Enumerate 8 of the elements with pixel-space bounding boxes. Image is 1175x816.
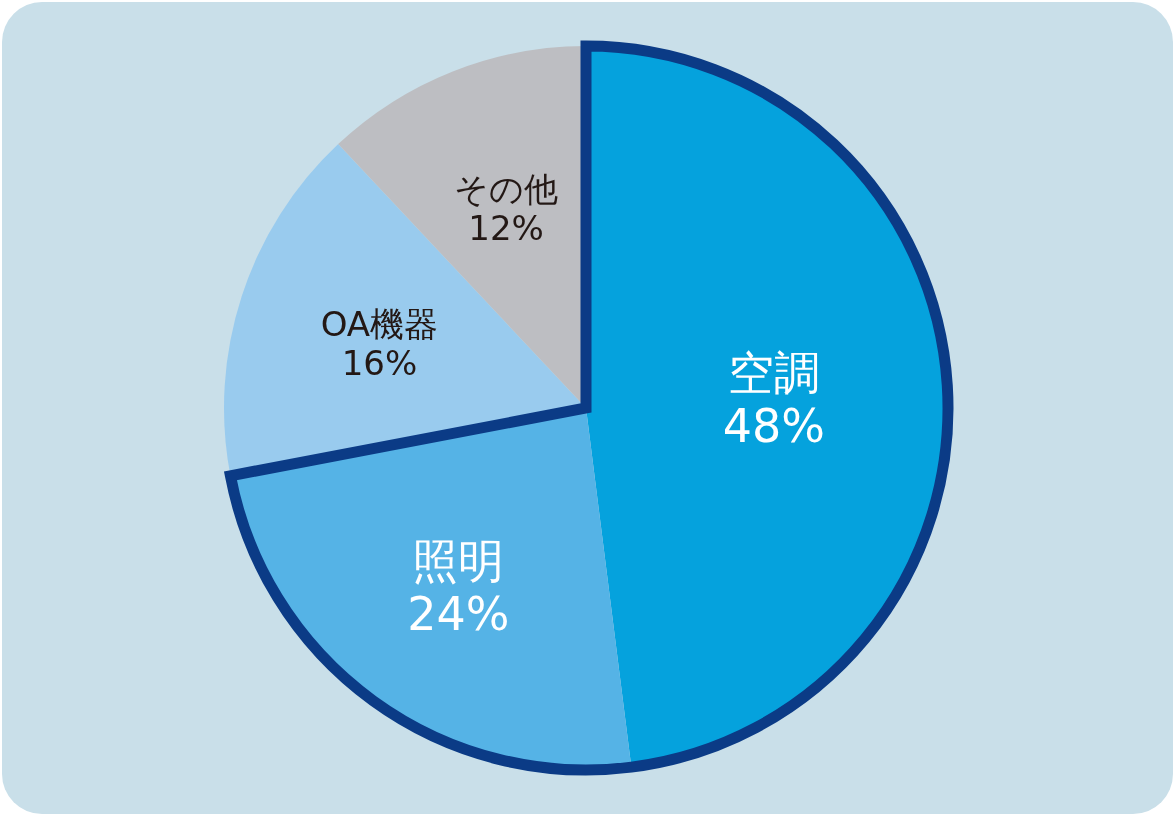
slice-label: 空調 <box>727 346 820 401</box>
slice-label: OA機器 <box>320 303 439 344</box>
data-label: 16% <box>341 342 418 383</box>
slice-label: 照明 <box>412 533 505 588</box>
data-label: 48% <box>722 399 825 454</box>
slice-label: その他 <box>454 168 559 209</box>
data-label: 12% <box>468 208 544 249</box>
data-label: 24% <box>407 586 510 641</box>
